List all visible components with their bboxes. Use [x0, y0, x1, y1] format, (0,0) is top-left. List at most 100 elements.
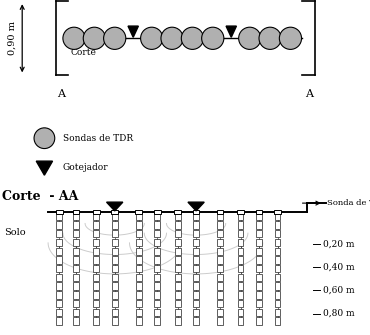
Bar: [217, 265, 223, 272]
Bar: [193, 300, 199, 307]
Bar: [275, 256, 280, 264]
Bar: [256, 265, 262, 272]
Bar: [56, 221, 62, 229]
Bar: [256, 210, 262, 214]
Bar: [175, 221, 181, 229]
Polygon shape: [107, 202, 123, 211]
Bar: [154, 282, 160, 290]
Bar: [112, 256, 118, 264]
Bar: [256, 230, 262, 238]
Bar: [175, 256, 181, 264]
Bar: [274, 210, 281, 214]
Bar: [111, 210, 118, 214]
Bar: [136, 317, 142, 325]
Bar: [73, 300, 79, 307]
Text: Sondas de TDR: Sondas de TDR: [63, 134, 133, 143]
Bar: [112, 309, 118, 316]
Text: 0,60 m: 0,60 m: [323, 286, 354, 295]
Bar: [175, 300, 181, 307]
Bar: [217, 239, 223, 246]
Bar: [154, 221, 160, 229]
Bar: [112, 291, 118, 298]
Bar: [154, 239, 160, 246]
Bar: [217, 248, 223, 255]
Bar: [175, 230, 181, 238]
Text: 0,90 m: 0,90 m: [7, 21, 16, 55]
Bar: [256, 256, 262, 264]
Text: A: A: [57, 89, 65, 99]
Bar: [275, 221, 280, 229]
Bar: [73, 309, 79, 316]
Bar: [175, 317, 181, 325]
Bar: [217, 300, 223, 307]
Circle shape: [83, 27, 105, 49]
Bar: [275, 248, 280, 255]
Circle shape: [63, 27, 85, 49]
Bar: [154, 317, 160, 325]
Bar: [193, 256, 199, 264]
Bar: [93, 265, 99, 272]
Bar: [56, 230, 62, 238]
Bar: [136, 239, 142, 246]
Bar: [73, 248, 79, 255]
Bar: [238, 230, 243, 238]
Bar: [136, 213, 142, 220]
Circle shape: [202, 27, 224, 49]
Bar: [73, 239, 79, 246]
Polygon shape: [36, 161, 53, 175]
Bar: [175, 291, 181, 298]
Bar: [154, 291, 160, 298]
Bar: [256, 282, 262, 290]
Bar: [112, 274, 118, 281]
Bar: [193, 230, 199, 238]
Bar: [56, 282, 62, 290]
Bar: [256, 317, 262, 325]
Bar: [73, 213, 79, 220]
Bar: [154, 265, 160, 272]
Bar: [238, 309, 243, 316]
Bar: [112, 230, 118, 238]
Bar: [136, 274, 142, 281]
Bar: [154, 248, 160, 255]
Bar: [193, 210, 199, 214]
Bar: [256, 291, 262, 298]
Bar: [135, 210, 142, 214]
Bar: [56, 291, 62, 298]
Bar: [93, 317, 99, 325]
Bar: [237, 210, 244, 214]
Bar: [217, 274, 223, 281]
Bar: [73, 291, 79, 298]
Circle shape: [181, 27, 204, 49]
Bar: [217, 317, 223, 325]
Bar: [256, 239, 262, 246]
Bar: [93, 309, 99, 316]
Bar: [238, 239, 243, 246]
Text: Corte: Corte: [70, 48, 96, 57]
Bar: [136, 230, 142, 238]
Bar: [275, 317, 280, 325]
Circle shape: [141, 27, 163, 49]
Bar: [56, 265, 62, 272]
Bar: [73, 221, 79, 229]
Bar: [56, 256, 62, 264]
Bar: [238, 317, 243, 325]
Bar: [56, 248, 62, 255]
Bar: [136, 256, 142, 264]
Circle shape: [259, 27, 281, 49]
Bar: [238, 213, 243, 220]
Bar: [56, 213, 62, 220]
Bar: [217, 282, 223, 290]
Circle shape: [239, 27, 261, 49]
Bar: [275, 274, 280, 281]
Bar: [154, 256, 160, 264]
Bar: [217, 230, 223, 238]
Bar: [93, 213, 99, 220]
Bar: [238, 265, 243, 272]
Bar: [256, 221, 262, 229]
Bar: [112, 221, 118, 229]
Bar: [217, 213, 223, 220]
Bar: [154, 300, 160, 307]
Bar: [136, 300, 142, 307]
Bar: [154, 274, 160, 281]
Bar: [112, 300, 118, 307]
